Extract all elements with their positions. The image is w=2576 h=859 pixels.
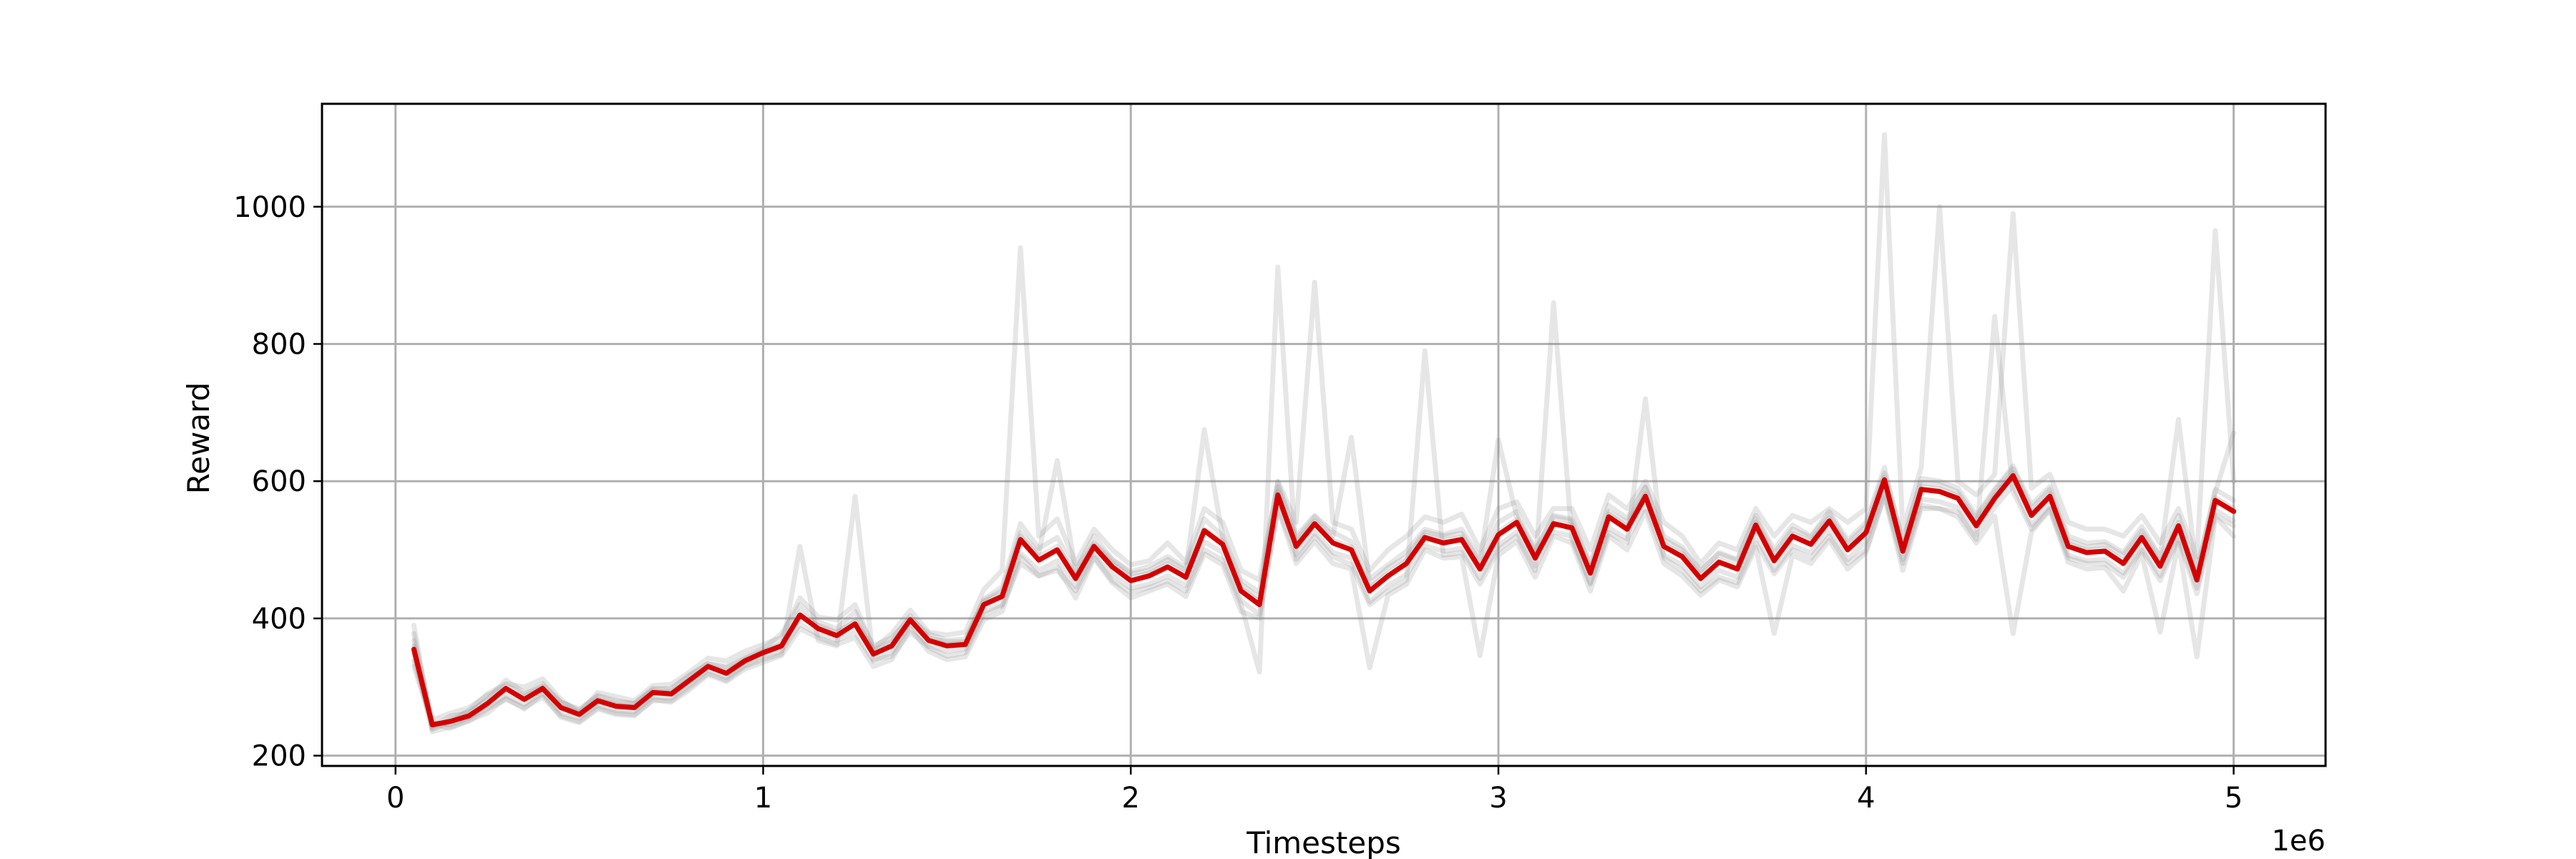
y-tick-label: 800: [252, 328, 306, 361]
x-axis-ticks: 0 1 2 3 4 5: [386, 766, 2243, 815]
x-tick-label: 5: [2225, 782, 2243, 815]
y-tick-label: 600: [252, 465, 306, 498]
run-line: [411, 482, 2237, 727]
mean-line: [411, 473, 2237, 727]
y-tick-label: 1000: [233, 191, 306, 224]
x-tick-label: 0: [386, 782, 404, 815]
x-tick-label: 2: [1122, 782, 1140, 815]
y-axis-label: Reward: [181, 382, 216, 494]
run-series-lines: [411, 132, 2237, 734]
run-line: [411, 493, 2237, 731]
run-line: [411, 417, 2237, 723]
y-tick-label: 200: [252, 740, 306, 773]
mean-series-line: [411, 473, 2237, 727]
run-line: [411, 463, 2237, 729]
plot-frame: [321, 102, 2327, 767]
x-tick-label: 4: [1857, 782, 1875, 815]
x-axis-label: Timesteps: [1246, 825, 1401, 859]
y-tick-label: 400: [252, 603, 306, 636]
x-axis-offset-label: 1e6: [2271, 825, 2326, 858]
run-line: [411, 264, 2237, 734]
y-axis-ticks: 200 400 600 800 1000: [233, 191, 322, 773]
x-tick-label: 3: [1489, 782, 1507, 815]
grid: [322, 104, 2326, 766]
run-line: [411, 132, 2237, 732]
x-tick-label: 1: [754, 782, 772, 815]
